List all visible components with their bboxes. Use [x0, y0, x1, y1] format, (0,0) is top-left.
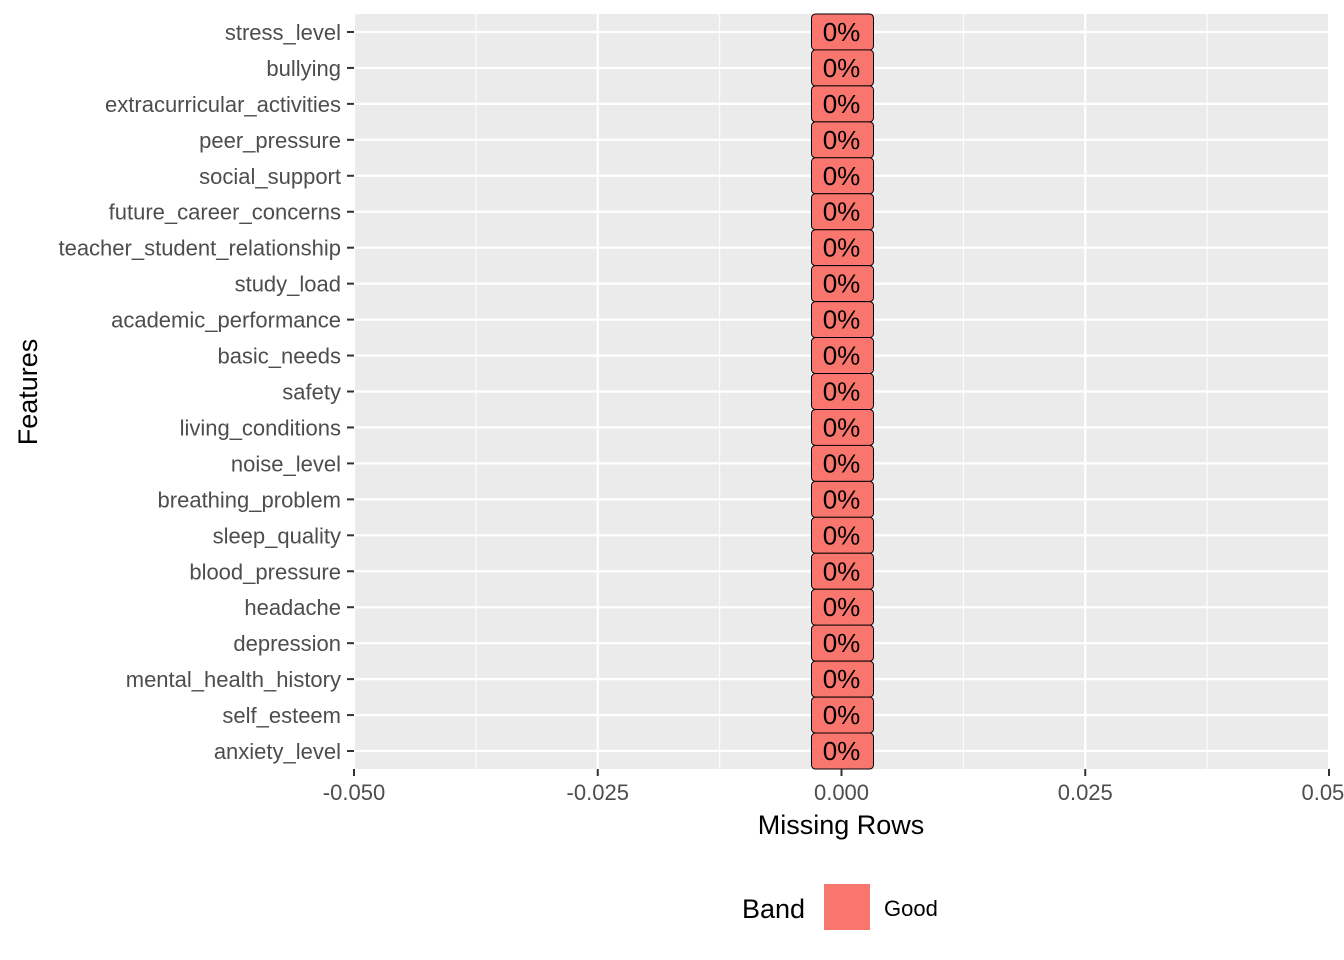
bar-value-label: 0% — [823, 53, 861, 83]
x-tick-label: -0.025 — [567, 780, 629, 805]
bar-value-label: 0% — [823, 700, 861, 730]
y-tick-label: academic_performance — [111, 308, 341, 333]
y-tick-label: breathing_problem — [158, 487, 341, 512]
legend-title: Band — [742, 894, 805, 924]
bar-value-label: 0% — [823, 17, 861, 47]
y-tick-label: study_load — [235, 272, 341, 297]
y-tick-label: future_career_concerns — [109, 200, 341, 225]
y-tick-label: bullying — [266, 56, 341, 81]
bar-value-label: 0% — [823, 377, 861, 407]
x-tick-label: 0.000 — [814, 780, 869, 805]
bar-value-label: 0% — [823, 484, 861, 514]
x-tick-label: -0.050 — [323, 780, 385, 805]
y-tick-label: self_esteem — [222, 703, 341, 728]
y-tick-label: headache — [244, 595, 341, 620]
x-axis-title: Missing Rows — [758, 810, 925, 840]
bar-value-label: 0% — [823, 341, 861, 371]
bar-value-label: 0% — [823, 628, 861, 658]
bar-value-label: 0% — [823, 664, 861, 694]
y-tick-label: social_support — [199, 164, 341, 189]
y-tick-label: basic_needs — [217, 344, 341, 369]
bar-value-label: 0% — [823, 412, 861, 442]
bar-value-label: 0% — [823, 556, 861, 586]
y-tick-label: sleep_quality — [213, 523, 341, 548]
y-axis: stress_level bullying extracurricular_acti… — [58, 20, 354, 764]
y-tick-label: living_conditions — [180, 415, 341, 440]
y-tick-label: teacher_student_relationship — [58, 236, 341, 261]
bar-value-label: 0% — [823, 448, 861, 478]
y-tick-label: noise_level — [231, 451, 341, 476]
x-axis: -0.050 -0.025 0.000 0.025 0.050 — [323, 769, 1344, 805]
bar-value-label: 0% — [823, 269, 861, 299]
legend-label-good: Good — [884, 896, 938, 921]
y-tick-label: safety — [282, 380, 341, 405]
y-axis-title: Features — [13, 339, 43, 446]
bar-value-label: 0% — [823, 520, 861, 550]
y-tick-label: stress_level — [225, 20, 341, 45]
bar-value-label: 0% — [823, 197, 861, 227]
bar-value-label: 0% — [823, 161, 861, 191]
bar-value-label: 0% — [823, 592, 861, 622]
bar-value-label: 0% — [823, 233, 861, 263]
y-tick-label: anxiety_level — [214, 739, 341, 764]
y-tick-label: peer_pressure — [199, 128, 341, 153]
legend: Band Good — [742, 884, 938, 930]
legend-key-good — [824, 884, 870, 930]
x-tick-label: 0.050 — [1301, 780, 1344, 805]
y-tick-label: extracurricular_activities — [105, 92, 341, 117]
y-tick-label: blood_pressure — [189, 559, 341, 584]
y-tick-label: depression — [233, 631, 341, 656]
y-tick-label: mental_health_history — [126, 667, 341, 692]
bar-value-label: 0% — [823, 125, 861, 155]
bar-value-label: 0% — [823, 305, 861, 335]
bar-value-label: 0% — [823, 89, 861, 119]
data-labels: 0% 0% 0% 0% 0% 0% 0% 0% 0% 0% 0% 0% 0% 0% 0% 0% 0% 0% 0% 0%… — [811, 13, 874, 770]
bar-value-label: 0% — [823, 736, 861, 766]
x-tick-label: 0.025 — [1058, 780, 1113, 805]
